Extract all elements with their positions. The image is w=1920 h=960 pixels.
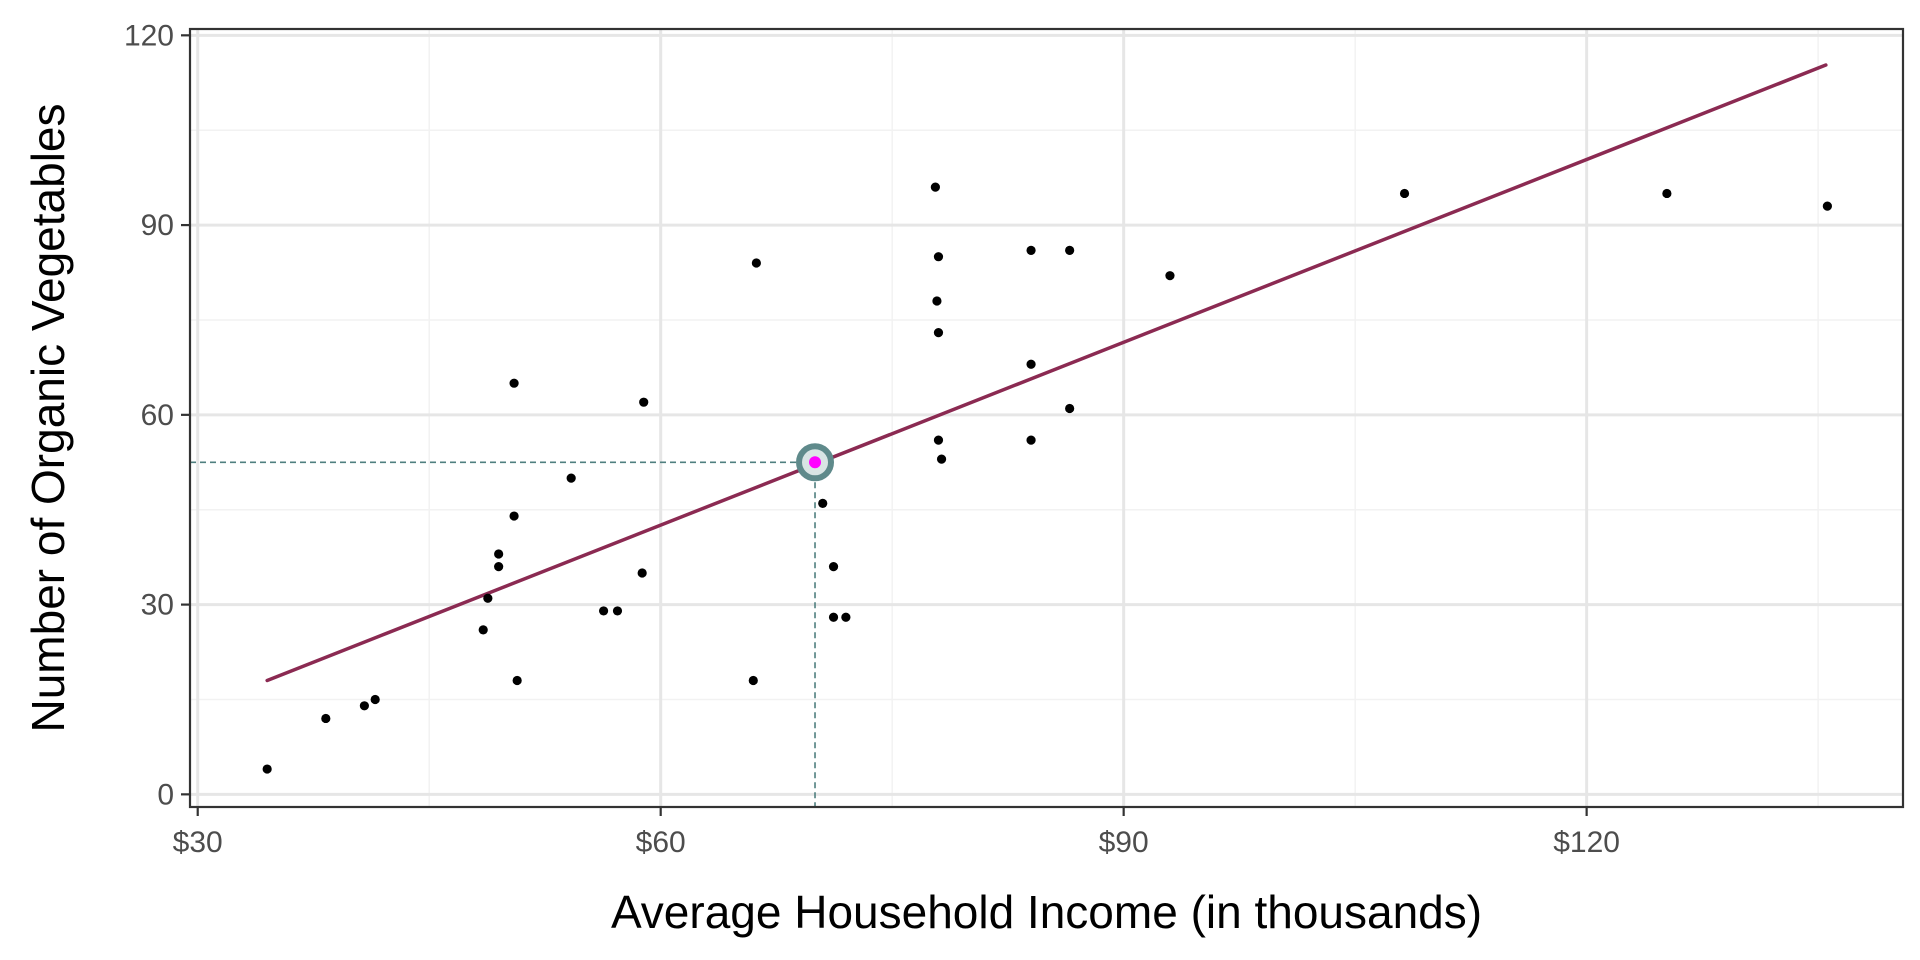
fit-line-group: [265, 63, 1828, 683]
data-point: [841, 612, 851, 622]
x-tick-label: $90: [1099, 826, 1149, 859]
data-point: [598, 606, 609, 616]
data-point: [933, 328, 944, 338]
data-point: [1026, 435, 1036, 445]
data-point: [1065, 245, 1075, 255]
reference-lines: [190, 461, 816, 807]
data-point: [262, 764, 272, 774]
x-tick-label: $60: [636, 826, 686, 859]
data-point: [566, 473, 576, 483]
data-point: [478, 625, 488, 635]
data-point: [1026, 245, 1036, 255]
data-point: [828, 562, 839, 572]
y-tick-label: 60: [141, 399, 174, 432]
minor-gridlines: [190, 29, 1903, 807]
y-tick-label: 120: [124, 19, 174, 52]
data-point: [370, 694, 380, 705]
data-point: [748, 675, 758, 686]
data-point: [932, 296, 942, 306]
x-tick-label: $30: [173, 826, 223, 859]
y-tick-label: 90: [141, 209, 174, 242]
data-point: [1165, 271, 1175, 281]
data-point: [612, 606, 623, 616]
data-point: [1065, 403, 1075, 414]
x-axis-title: Average Household Income (in thousands): [611, 886, 1482, 938]
data-point: [933, 252, 944, 262]
data-points: [262, 182, 1832, 774]
data-point: [933, 435, 944, 445]
highlight-group: [796, 443, 835, 482]
data-point: [509, 378, 519, 388]
data-point: [359, 701, 369, 711]
x-tick-label: $120: [1553, 826, 1620, 859]
data-point: [1822, 201, 1832, 211]
regression-line: [265, 63, 1828, 683]
y-axis: 0 30 60 90 120: [124, 19, 190, 811]
data-point: [1026, 359, 1036, 369]
y-tick-label: 30: [141, 589, 174, 622]
data-point: [494, 549, 504, 559]
data-point: [828, 612, 839, 622]
highlight-point: [809, 456, 822, 469]
data-point: [483, 593, 493, 603]
x-axis: $30 $60 $90 $120: [173, 807, 1620, 859]
data-point: [321, 713, 331, 724]
y-axis-title: Number of Organic Vegetables: [22, 103, 74, 732]
panel-border: [188, 27, 1905, 809]
y-tick-label: 0: [157, 778, 174, 811]
data-point: [494, 562, 504, 572]
data-point: [639, 397, 649, 407]
data-point: [818, 498, 828, 508]
data-point: [1399, 188, 1410, 199]
data-point: [751, 258, 761, 268]
data-point: [509, 511, 519, 521]
data-point: [936, 454, 947, 464]
data-point: [512, 675, 522, 686]
major-gridlines: [190, 29, 1903, 807]
data-point: [637, 568, 647, 578]
data-point: [930, 182, 940, 192]
data-point: [1662, 188, 1672, 199]
